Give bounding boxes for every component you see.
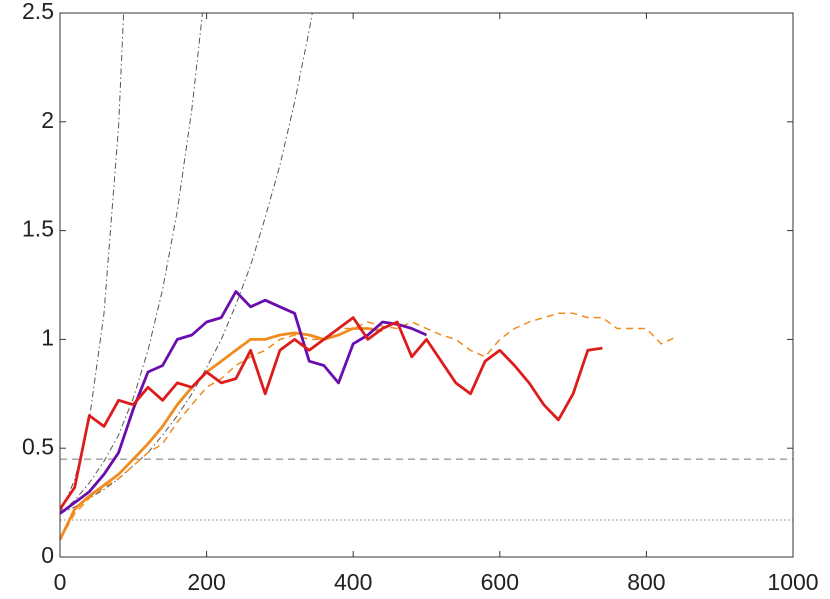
series-line: [60, 290, 428, 515]
x-tick-label: 800: [627, 569, 665, 595]
y-tick-label: 0: [41, 542, 54, 568]
y-tick-label: 2: [41, 107, 54, 133]
x-tick-label: 600: [481, 569, 519, 595]
plot-frame: [59, 12, 794, 558]
y-tick-label: 1: [41, 324, 54, 350]
series-line: [60, 13, 204, 514]
x-tick-label: 400: [334, 569, 372, 595]
series-line: [60, 312, 677, 540]
series-line: [60, 13, 313, 514]
x-tick-label: 0: [54, 569, 67, 595]
y-tick-label: 1.5: [22, 216, 54, 242]
y-tick-label: 0.5: [22, 433, 54, 459]
series-line: [60, 316, 603, 510]
y-tick-label: 2.5: [22, 0, 54, 24]
series-line: [60, 13, 125, 514]
x-tick-label: 1000: [767, 569, 818, 595]
series-line: [60, 327, 383, 541]
plot-area: [60, 13, 793, 541]
x-tick-label: 200: [187, 569, 225, 595]
